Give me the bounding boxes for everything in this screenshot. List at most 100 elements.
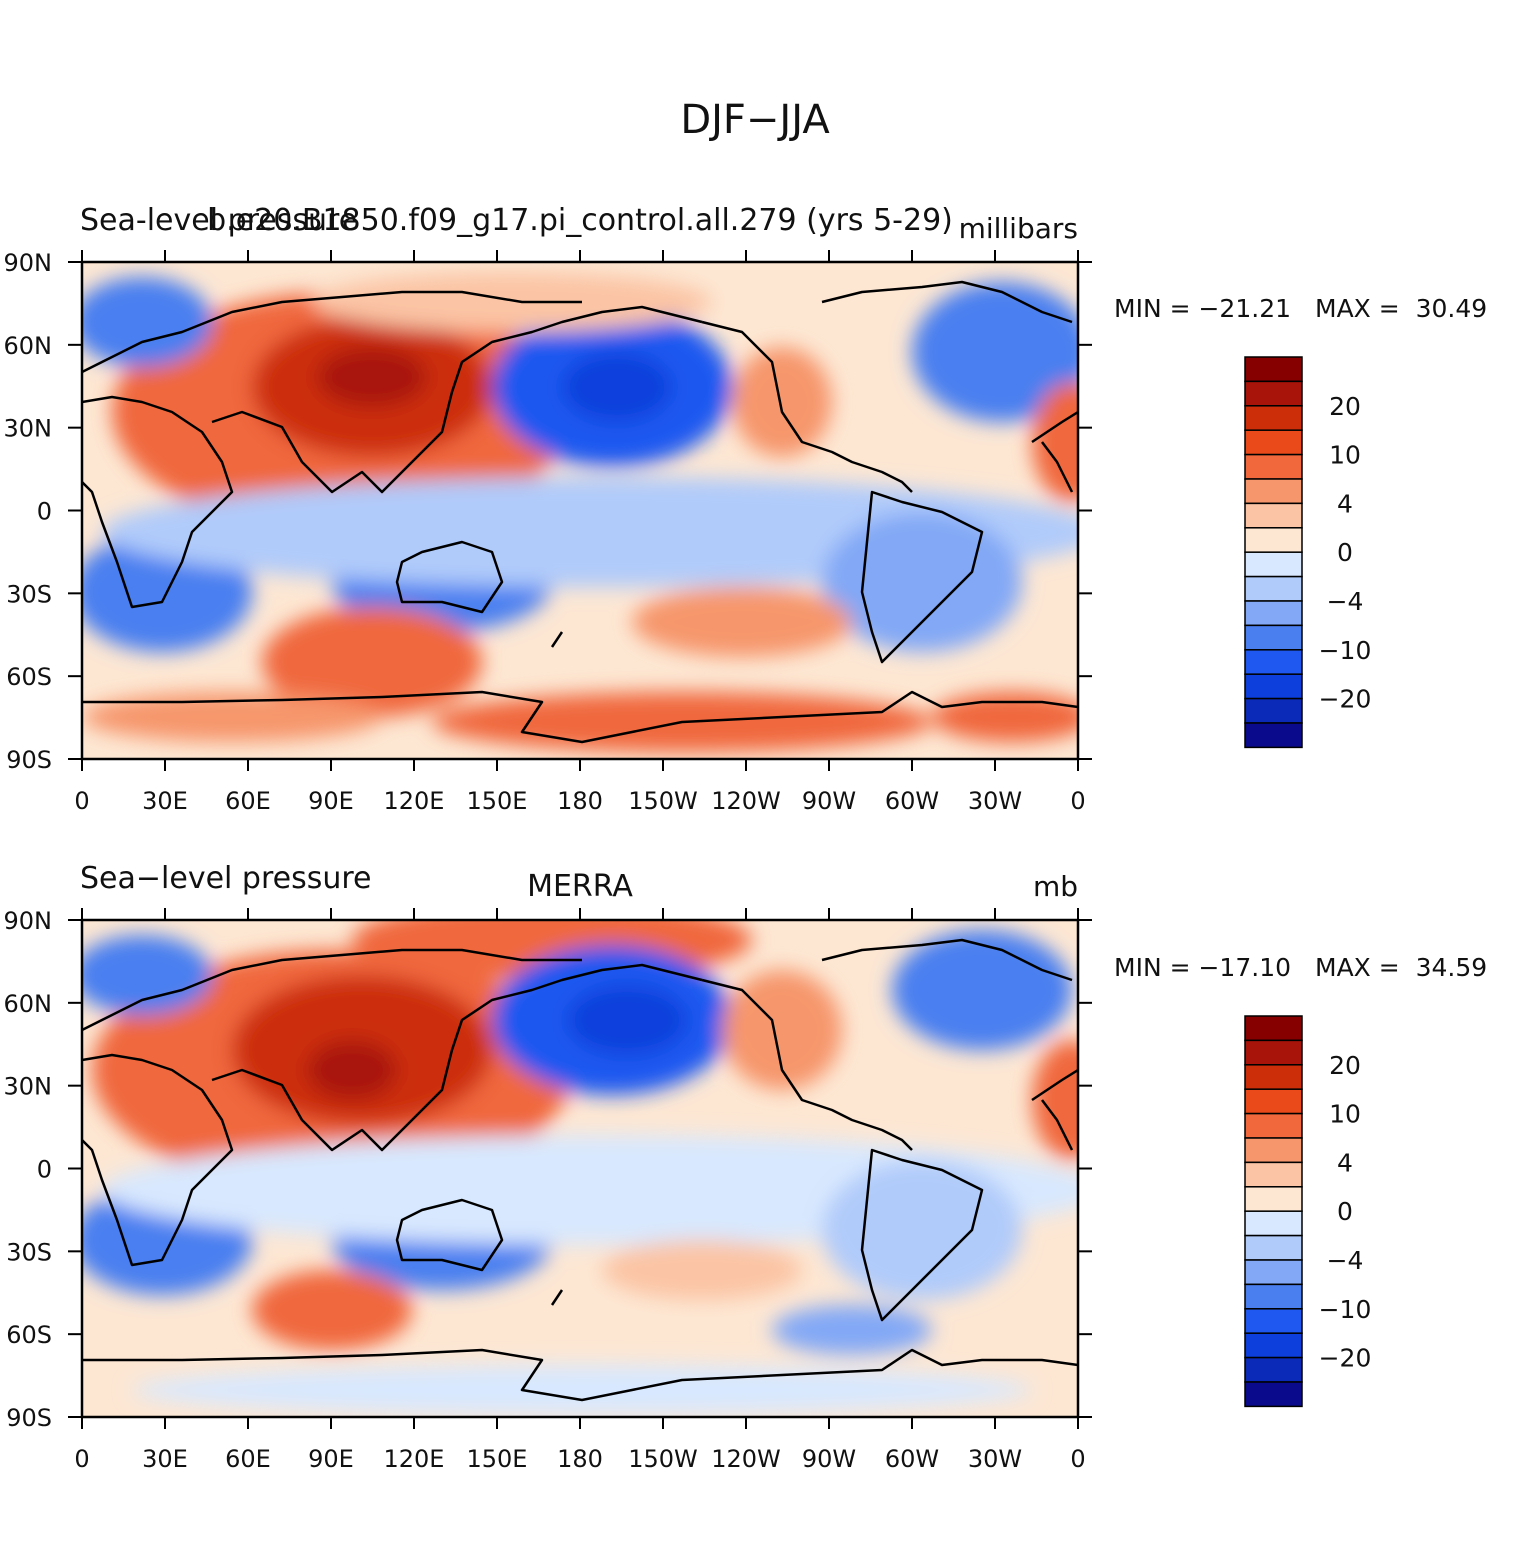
y-tick-label: 90N xyxy=(4,907,53,935)
colorbar-swatch xyxy=(1244,624,1303,651)
x-tick-label: 60E xyxy=(225,787,271,815)
field-southern-low xyxy=(772,1305,932,1355)
panel-left-title: Sea−level pressure xyxy=(80,861,371,896)
colorbar-swatch xyxy=(1244,1356,1303,1383)
colorbar-label: −4 xyxy=(1327,1246,1364,1275)
colorbar-swatch xyxy=(1244,478,1303,505)
colorbar: 20 10 4 0 −4 −10 −20 xyxy=(1244,356,1372,749)
colorbar-label: −20 xyxy=(1319,1344,1372,1373)
x-tick-label: 90E xyxy=(308,1445,354,1473)
x-tick-label: 30W xyxy=(968,787,1022,815)
colorbar-label: 10 xyxy=(1329,441,1361,470)
field-antarctic-band xyxy=(132,1365,1032,1415)
colorbar-label: 10 xyxy=(1329,1100,1361,1129)
x-tick-label: 150E xyxy=(467,1445,528,1473)
x-tick-label: 30W xyxy=(968,1445,1022,1473)
colorbar-label: −10 xyxy=(1319,636,1372,665)
colorbar-swatch xyxy=(1244,722,1303,749)
colorbar-swatch xyxy=(1244,697,1303,724)
y-tick-label: 90S xyxy=(6,1404,52,1432)
y-axis: 90N 60N 30N 0 30S 60S 90S xyxy=(4,907,1092,1432)
field-siberian-core xyxy=(317,347,427,407)
field-samerica-low xyxy=(822,512,1022,652)
colorbar-label: −20 xyxy=(1319,685,1372,714)
colorbar-swatch xyxy=(1244,1015,1303,1042)
y-tick-label: 30S xyxy=(6,1238,52,1266)
x-tick-label: 120W xyxy=(711,787,781,815)
colorbar-label: 20 xyxy=(1329,392,1361,421)
field-nh-high-band xyxy=(312,272,712,332)
x-tick-label: 30E xyxy=(142,1445,188,1473)
y-tick-label: 90N xyxy=(4,249,53,277)
colorbar-label: −4 xyxy=(1327,587,1364,616)
x-tick-label: 150E xyxy=(467,787,528,815)
colorbar-swatch xyxy=(1244,1088,1303,1115)
x-tick-label: 60W xyxy=(885,1445,939,1473)
colorbar-label: 0 xyxy=(1337,538,1353,567)
coastlines xyxy=(82,938,1078,1402)
colorbar-swatch xyxy=(1244,1186,1303,1212)
field-arctic-low xyxy=(82,277,212,367)
colorbar-swatch xyxy=(1244,1161,1303,1188)
y-tick-label: 0 xyxy=(37,1156,52,1184)
y-tick-label: 60S xyxy=(6,663,52,691)
y-tick-label: 30N xyxy=(4,1073,53,1101)
colorbar-label: 4 xyxy=(1337,1148,1353,1177)
colorbar-swatch xyxy=(1244,600,1303,627)
field-icelandic-low xyxy=(892,930,1072,1050)
x-tick-label: 0 xyxy=(1070,787,1085,815)
x-axis: 0 30E 60E 90E 120E 150E 180 150W 120W 90W 60W 30W 0 xyxy=(74,250,1086,815)
field-antarctic-high-w xyxy=(82,692,382,742)
field-namerica-high xyxy=(732,347,832,457)
x-tick-label: 0 xyxy=(74,787,89,815)
x-tick-label: 30E xyxy=(142,787,188,815)
y-tick-label: 0 xyxy=(37,498,52,526)
field-samerica-low xyxy=(822,1160,1022,1300)
colorbar-swatch xyxy=(1244,551,1303,578)
colorbar-swatch xyxy=(1244,380,1303,407)
colorbar-swatch xyxy=(1244,1064,1303,1090)
field-icelandic-low xyxy=(912,282,1078,422)
field-spacific-high xyxy=(632,587,852,657)
field-sindian-high xyxy=(262,607,482,717)
coastlines xyxy=(82,280,1078,744)
colorbar-swatch xyxy=(1244,527,1303,553)
min-label: MIN = −21.21 xyxy=(1114,294,1291,323)
colorbar-swatch xyxy=(1244,405,1303,431)
colorbar-swatch xyxy=(1244,649,1303,675)
colorbar-swatch xyxy=(1244,1137,1303,1164)
x-tick-label: 120W xyxy=(711,1445,781,1473)
panel-model: Sea-level pressure b.e20.B1850.f09_g17.p… xyxy=(4,203,1488,815)
field-spacific-high xyxy=(602,1240,802,1300)
x-tick-label: 90E xyxy=(308,787,354,815)
colorbar-swatch xyxy=(1244,1308,1303,1334)
panel-obs: Sea−level pressure MERRA mb xyxy=(4,861,1488,1473)
max-label: MAX = 34.59 xyxy=(1315,953,1487,982)
colorbar-swatch xyxy=(1244,1234,1303,1261)
colorbar-swatch xyxy=(1244,1039,1303,1066)
x-tick-label: 60W xyxy=(885,787,939,815)
field-siberian-core xyxy=(307,1040,397,1100)
colorbar-swatch xyxy=(1244,1283,1303,1310)
x-tick-label: 120E xyxy=(384,1445,445,1473)
panel-center-title: MERRA xyxy=(527,869,633,904)
x-tick-label: 0 xyxy=(1070,1445,1085,1473)
field-aleutian-core xyxy=(562,352,672,422)
max-label: MAX = 30.49 xyxy=(1315,294,1487,323)
colorbar-swatch xyxy=(1244,1112,1303,1139)
y-tick-label: 90S xyxy=(6,746,52,774)
panel-units: millibars xyxy=(959,212,1078,245)
colorbar-swatch xyxy=(1244,575,1303,602)
colorbar: 20 10 4 0 −4 −10 −20 xyxy=(1244,1015,1372,1408)
x-tick-label: 180 xyxy=(557,787,603,815)
x-tick-label: 90W xyxy=(802,787,856,815)
map-area xyxy=(80,260,1080,761)
x-tick-label: 150W xyxy=(628,787,698,815)
y-tick-label: 30N xyxy=(4,415,53,443)
colorbar-swatch xyxy=(1244,1332,1303,1359)
y-axis: 90N 60N 30N 0 30S 60S 90S xyxy=(4,249,1092,774)
panel-center-title: b.e20.B1850.f09_g17.pi_control.all.279 (… xyxy=(207,203,953,238)
x-tick-label: 180 xyxy=(557,1445,603,1473)
panel-left-title: Sea-level pressure xyxy=(80,203,357,238)
